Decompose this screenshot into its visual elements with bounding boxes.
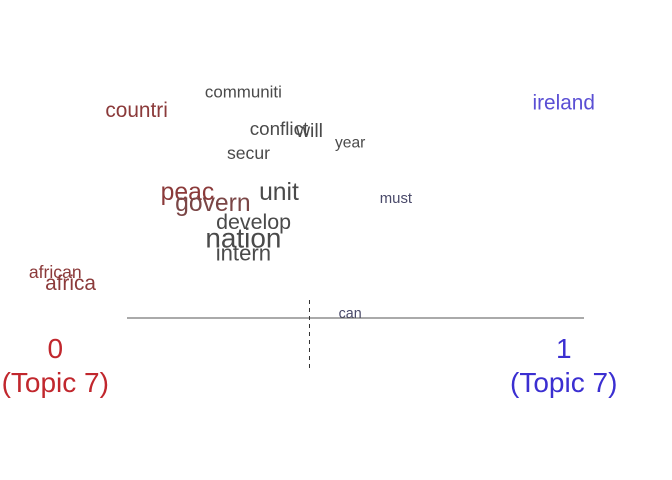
- word-label: secur: [227, 143, 270, 163]
- word-label: countri: [105, 99, 167, 122]
- word-label: year: [335, 134, 365, 151]
- axis-endpoint-value: 0: [47, 333, 63, 364]
- word-label: unit: [259, 179, 299, 206]
- word-label: africa: [45, 272, 96, 295]
- word-label: can: [339, 306, 362, 322]
- word-label: communiti: [205, 82, 282, 101]
- word-label: intern: [216, 241, 271, 266]
- axis-endpoint-value: 1: [556, 333, 572, 364]
- word-label: must: [380, 191, 413, 207]
- word-label: will: [295, 120, 323, 142]
- axis-endpoint-topic: (Topic 7): [2, 367, 109, 398]
- word-label: ireland: [533, 92, 595, 115]
- axis-endpoint-topic: (Topic 7): [510, 367, 617, 398]
